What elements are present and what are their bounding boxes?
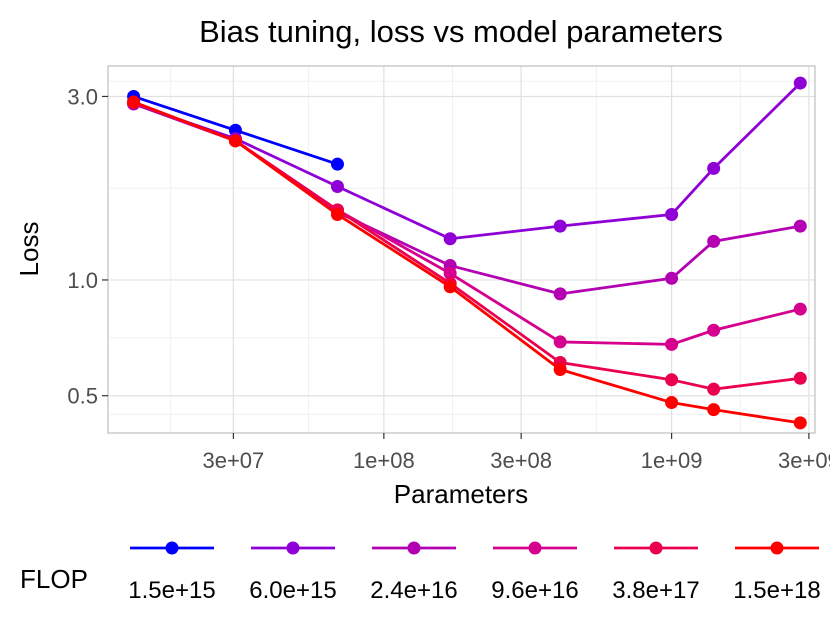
x-tick-label: 1e+08 (353, 448, 415, 473)
data-point (330, 157, 344, 171)
legend-label: 6.0e+15 (249, 577, 336, 604)
data-point (443, 232, 457, 246)
legend-key-point (528, 541, 542, 555)
data-point (228, 134, 242, 148)
data-point (793, 371, 807, 385)
x-axis-title: Parameters (394, 479, 528, 509)
data-point (443, 266, 457, 280)
data-point (707, 161, 721, 175)
x-tick-label: 1e+09 (641, 448, 703, 473)
data-point (793, 416, 807, 430)
x-tick-label: 3e+07 (202, 448, 264, 473)
data-point (707, 382, 721, 396)
legend-key-point (649, 541, 663, 555)
data-point (707, 403, 721, 417)
legend-item: 3.8e+17 (612, 541, 700, 604)
data-point (665, 337, 679, 351)
data-point (330, 207, 344, 221)
y-axis-ticks: 0.5 1.0 3.0 (67, 84, 108, 409)
series-9.6e+16 (127, 95, 807, 351)
y-tick-label: 3.0 (67, 84, 98, 109)
data-point (443, 280, 457, 294)
data-point (707, 323, 721, 337)
x-tick-label: 3e+08 (490, 448, 552, 473)
legend-key-point (165, 541, 179, 555)
legend-item: 1.5e+15 (128, 541, 216, 604)
y-axis-title: Loss (14, 222, 44, 277)
legend-item: 2.4e+16 (370, 541, 458, 604)
legend-key-point (286, 541, 300, 555)
legend-label: 1.5e+15 (128, 577, 215, 604)
data-point (793, 219, 807, 233)
data-point (793, 302, 807, 316)
x-axis-ticks: 3e+07 1e+08 3e+08 1e+09 3e+09 (202, 433, 830, 473)
data-point (330, 179, 344, 193)
data-point (127, 95, 141, 109)
legend-key-point (407, 541, 421, 555)
x-tick-label: 3e+09 (778, 448, 830, 473)
legend-label: 3.8e+17 (612, 577, 699, 604)
legend-item: 1.5e+18 (733, 541, 821, 604)
legend-item: 9.6e+16 (491, 541, 579, 604)
legend-key-point (770, 541, 784, 555)
data-point (665, 271, 679, 285)
data-point (553, 287, 567, 301)
y-tick-label: 1.0 (67, 268, 98, 293)
legend: FLOP 1.5e+15 6.0e+15 2.4e+16 9.6e+16 3.8e+17… (20, 541, 821, 604)
legend-title: FLOP (20, 564, 88, 594)
series-line (133, 100, 801, 425)
data-point (553, 219, 567, 233)
data-point (665, 396, 679, 410)
legend-item: 6.0e+15 (249, 541, 337, 604)
series-line (133, 82, 802, 241)
data-point (793, 76, 807, 90)
chart-title: Bias tuning, loss vs model parameters (199, 14, 723, 49)
legend-label: 9.6e+16 (491, 577, 578, 604)
series-6.0e+15 (127, 76, 807, 246)
data-point (665, 373, 679, 387)
data-point (553, 335, 567, 349)
series-1.5e+15 (127, 89, 344, 171)
y-tick-label: 0.5 (67, 384, 98, 409)
plot-area (107, 65, 816, 434)
data-point (553, 363, 567, 377)
data-point (665, 207, 679, 221)
plot-border (107, 65, 816, 434)
legend-label: 1.5e+18 (733, 577, 820, 604)
series-1.5e+18 (127, 95, 807, 430)
data-point (707, 234, 721, 248)
legend-label: 2.4e+16 (370, 577, 457, 604)
